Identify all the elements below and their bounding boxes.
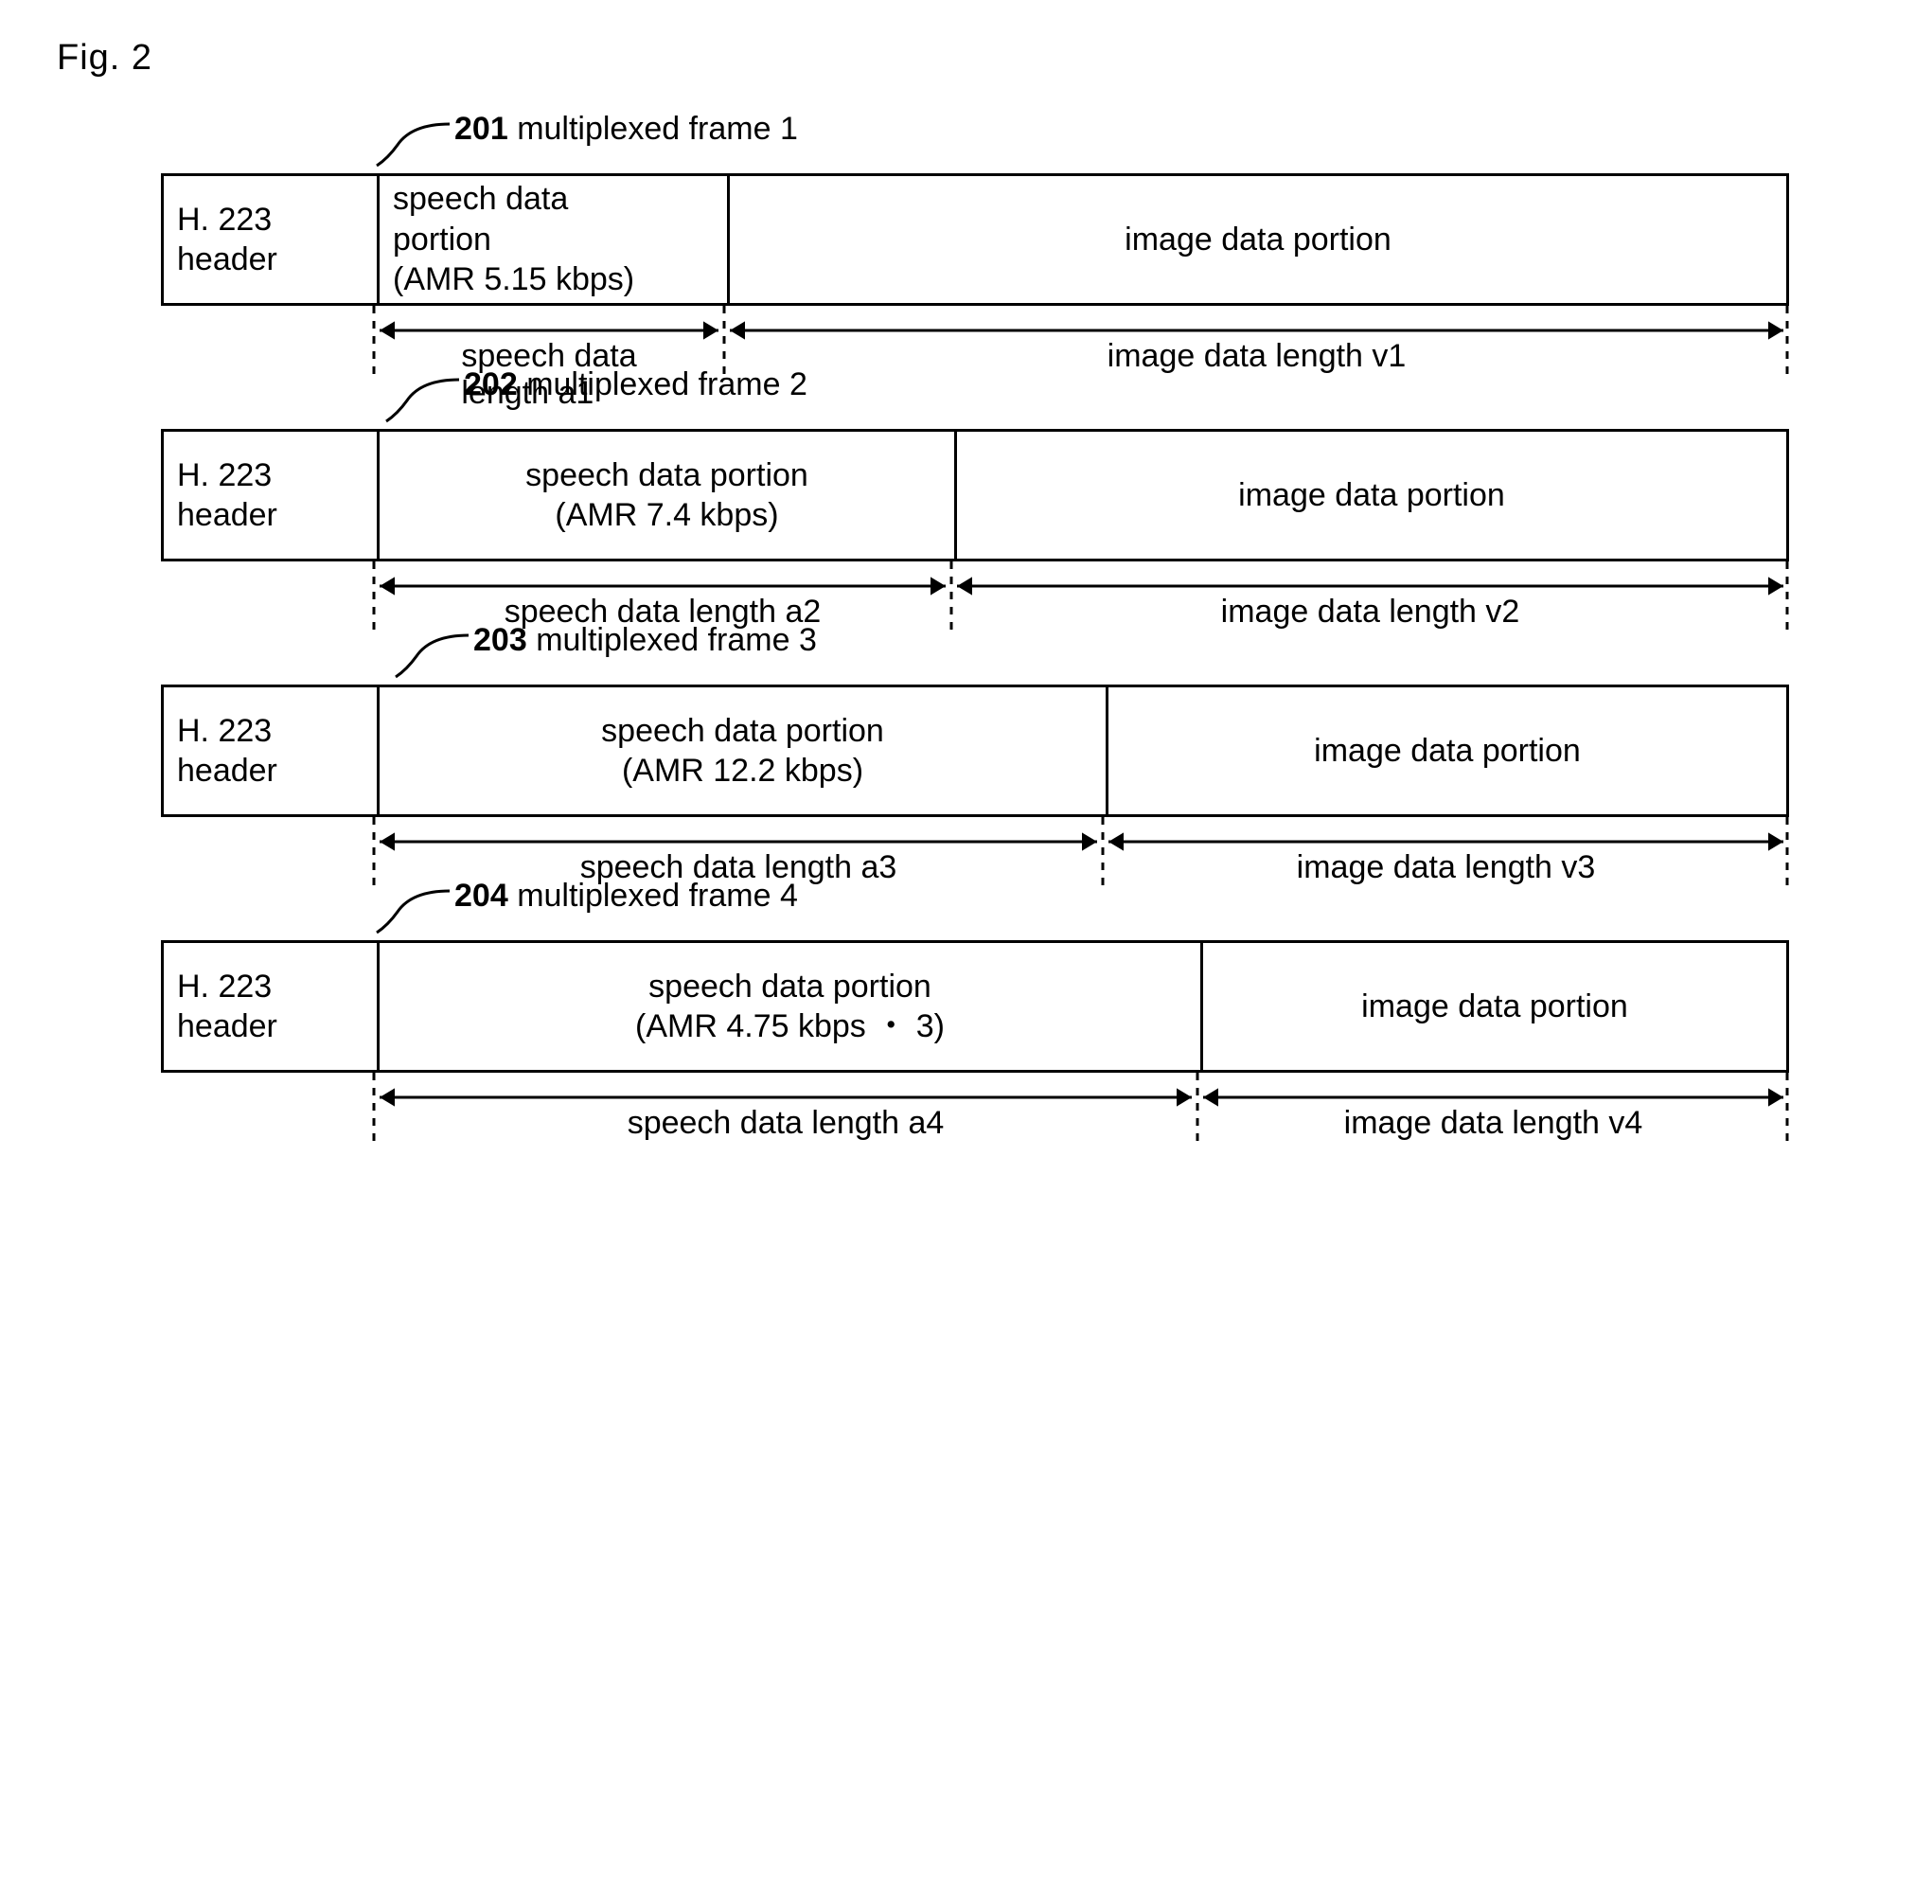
cell-image: image data portion [1200,943,1786,1070]
frame-id: 204 [454,878,508,914]
cell-speech: speech data portion(AMR 7.4 kbps) [377,432,954,559]
frame-id: 203 [473,622,527,658]
frame-label-line: 201 multiplexed frame 1 [161,116,1789,173]
frame-label: 203 multiplexed frame 3 [473,622,817,659]
frame-id: 201 [454,111,508,147]
cell-image: image data portion [727,176,1786,303]
frame-label: 202 multiplexed frame 2 [464,366,807,403]
frame-label-line: 202 multiplexed frame 2 [161,372,1789,429]
cell-header: H. 223header [164,432,377,559]
dimension-area: speech data length a4 image data length v… [161,1073,1789,1186]
dimension-label-speech: speech data length a4 [628,1105,945,1142]
dimension-label-image: image data length v3 [1297,849,1596,886]
frame-block-203: 203 multiplexed frame 3H. 223headerspeec… [161,685,1789,817]
frame-title: multiplexed frame 1 [517,111,798,147]
dimension-label-image: image data length v4 [1344,1105,1643,1142]
cell-speech: speech data portion(AMR 12.2 kbps) [377,687,1106,814]
cell-header: H. 223header [164,687,377,814]
cell-image: image data portion [1106,687,1786,814]
cell-header: H. 223header [164,176,377,303]
frame-row: H. 223headerspeech data portion(AMR 4.75… [161,940,1789,1073]
frame-title: multiplexed frame 2 [526,366,807,402]
cell-speech: speech dataportion(AMR 5.15 kbps) [377,176,727,303]
frame-title: multiplexed frame 4 [517,878,798,914]
frame-label-line: 203 multiplexed frame 3 [161,628,1789,685]
frame-id: 202 [464,366,518,402]
frame-label: 204 multiplexed frame 4 [454,878,798,915]
dimension-label-image: image data length v1 [1108,338,1407,375]
frame-block-202: 202 multiplexed frame 2H. 223headerspeec… [161,429,1789,561]
frame-row: H. 223headerspeech data portion(AMR 12.2… [161,685,1789,817]
frame-title: multiplexed frame 3 [536,622,817,658]
frame-label: 201 multiplexed frame 1 [454,111,798,148]
diagram-container: 201 multiplexed frame 1H. 223headerspeec… [161,173,1789,1073]
frame-block-204: 204 multiplexed frame 4H. 223headerspeec… [161,940,1789,1073]
cell-speech: speech data portion(AMR 4.75 kbps ・ 3) [377,943,1200,1070]
figure-title: Fig. 2 [57,38,1875,79]
dimension-label-image: image data length v2 [1221,594,1520,631]
frame-block-201: 201 multiplexed frame 1H. 223headerspeec… [161,173,1789,306]
frame-label-line: 204 multiplexed frame 4 [161,883,1789,940]
frame-row: H. 223headerspeech dataportion(AMR 5.15 … [161,173,1789,306]
cell-image: image data portion [954,432,1786,559]
frame-row: H. 223headerspeech data portion(AMR 7.4 … [161,429,1789,561]
cell-header: H. 223header [164,943,377,1070]
